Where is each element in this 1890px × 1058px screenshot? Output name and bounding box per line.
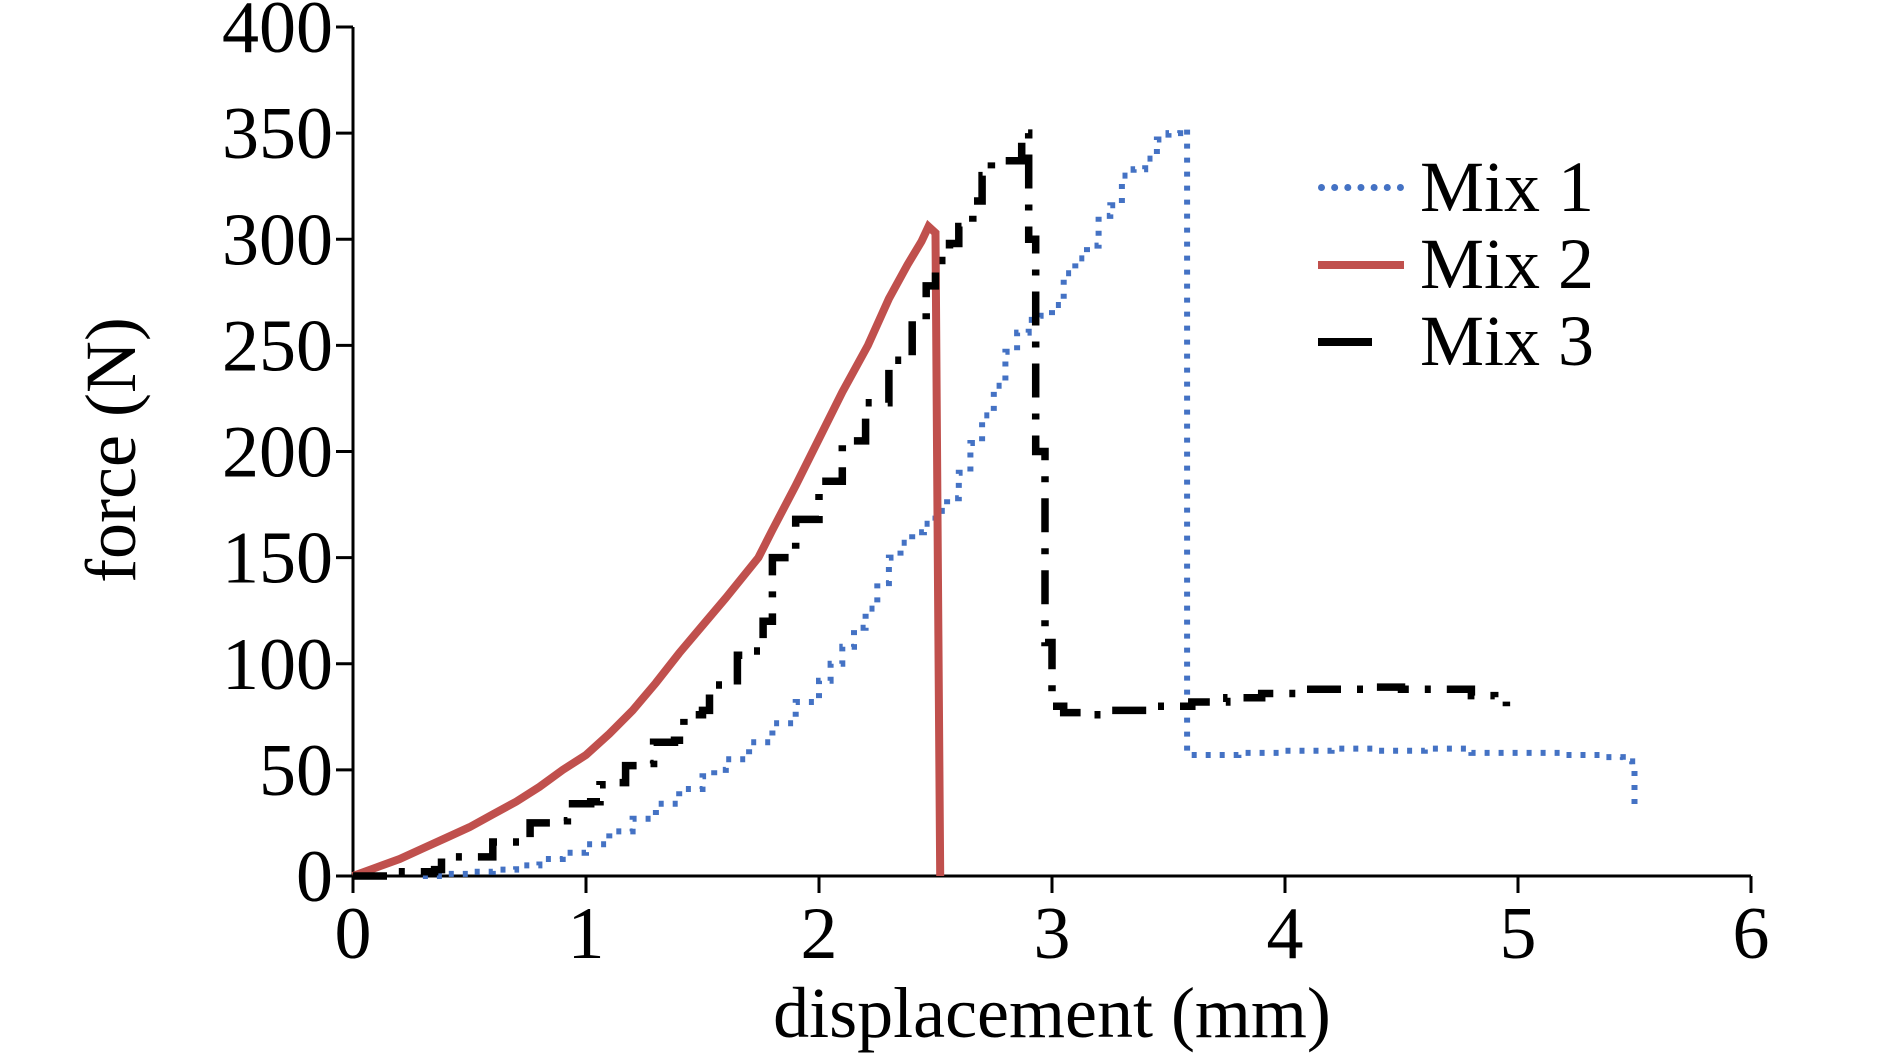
legend-label: Mix 2	[1420, 224, 1595, 304]
x-tick-label: 1	[568, 893, 605, 975]
y-tick-label: 250	[222, 305, 333, 387]
y-axis-title: force (N)	[71, 317, 151, 583]
x-tick-label: 2	[801, 893, 838, 975]
x-tick-label: 6	[1733, 893, 1770, 975]
y-tick-label: 400	[222, 0, 333, 69]
legend-swatch-dotted-line-icon	[1318, 184, 1404, 191]
y-tick-label: 50	[259, 730, 333, 812]
legend-label: Mix 1	[1420, 147, 1595, 227]
series-mix-2	[351, 219, 945, 880]
series-lines	[351, 125, 1638, 880]
legend-row-mix1: Mix 1	[1318, 149, 1594, 226]
x-axis-title: displacement (mm)	[773, 973, 1331, 1053]
y-tick-label: 350	[222, 93, 333, 175]
legend: Mix 1 Mix 2 Mix 3	[1318, 149, 1594, 380]
legend-label: Mix 3	[1420, 301, 1595, 381]
series-mix-1	[422, 125, 1638, 879]
x-tick-label: 0	[335, 893, 372, 975]
legend-row-mix3: Mix 3	[1318, 303, 1594, 380]
y-tick-label: 100	[222, 624, 333, 706]
legend-swatch-solid-line-icon	[1318, 260, 1404, 269]
y-tick-label: 0	[296, 836, 333, 918]
y-tick-label: 150	[222, 518, 333, 600]
x-tick-label: 3	[1034, 893, 1071, 975]
legend-row-mix2: Mix 2	[1318, 226, 1594, 303]
y-tick-label: 300	[222, 199, 333, 281]
x-tick-label: 4	[1267, 893, 1304, 975]
y-tick-label: 200	[222, 412, 333, 494]
series-mix-3	[353, 129, 1511, 880]
x-tick-label: 5	[1500, 893, 1537, 975]
legend-swatch-dash-line-icon	[1318, 337, 1372, 346]
